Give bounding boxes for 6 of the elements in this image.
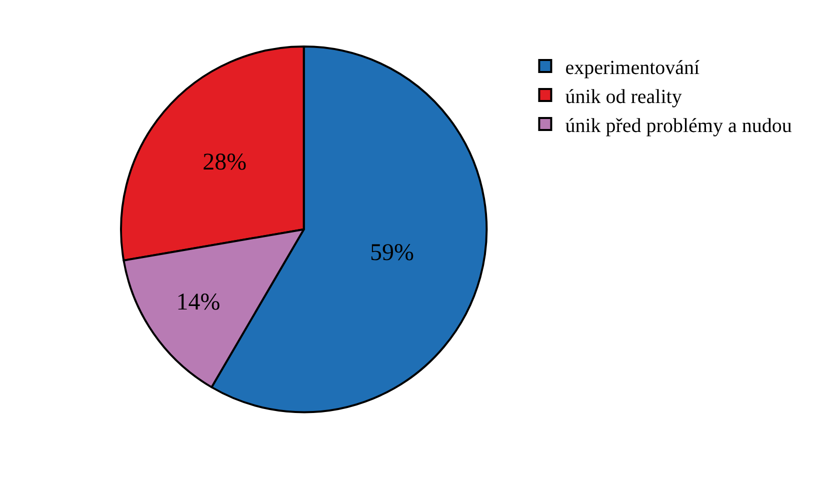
- data-label: 14%: [176, 290, 220, 316]
- data-label: 59%: [370, 240, 414, 266]
- data-label: 28%: [202, 150, 247, 176]
- legend-label: únik před problémy a nudou: [565, 114, 792, 137]
- legend-label: únik od reality: [565, 86, 682, 108]
- legend-label: experimentování: [565, 56, 700, 79]
